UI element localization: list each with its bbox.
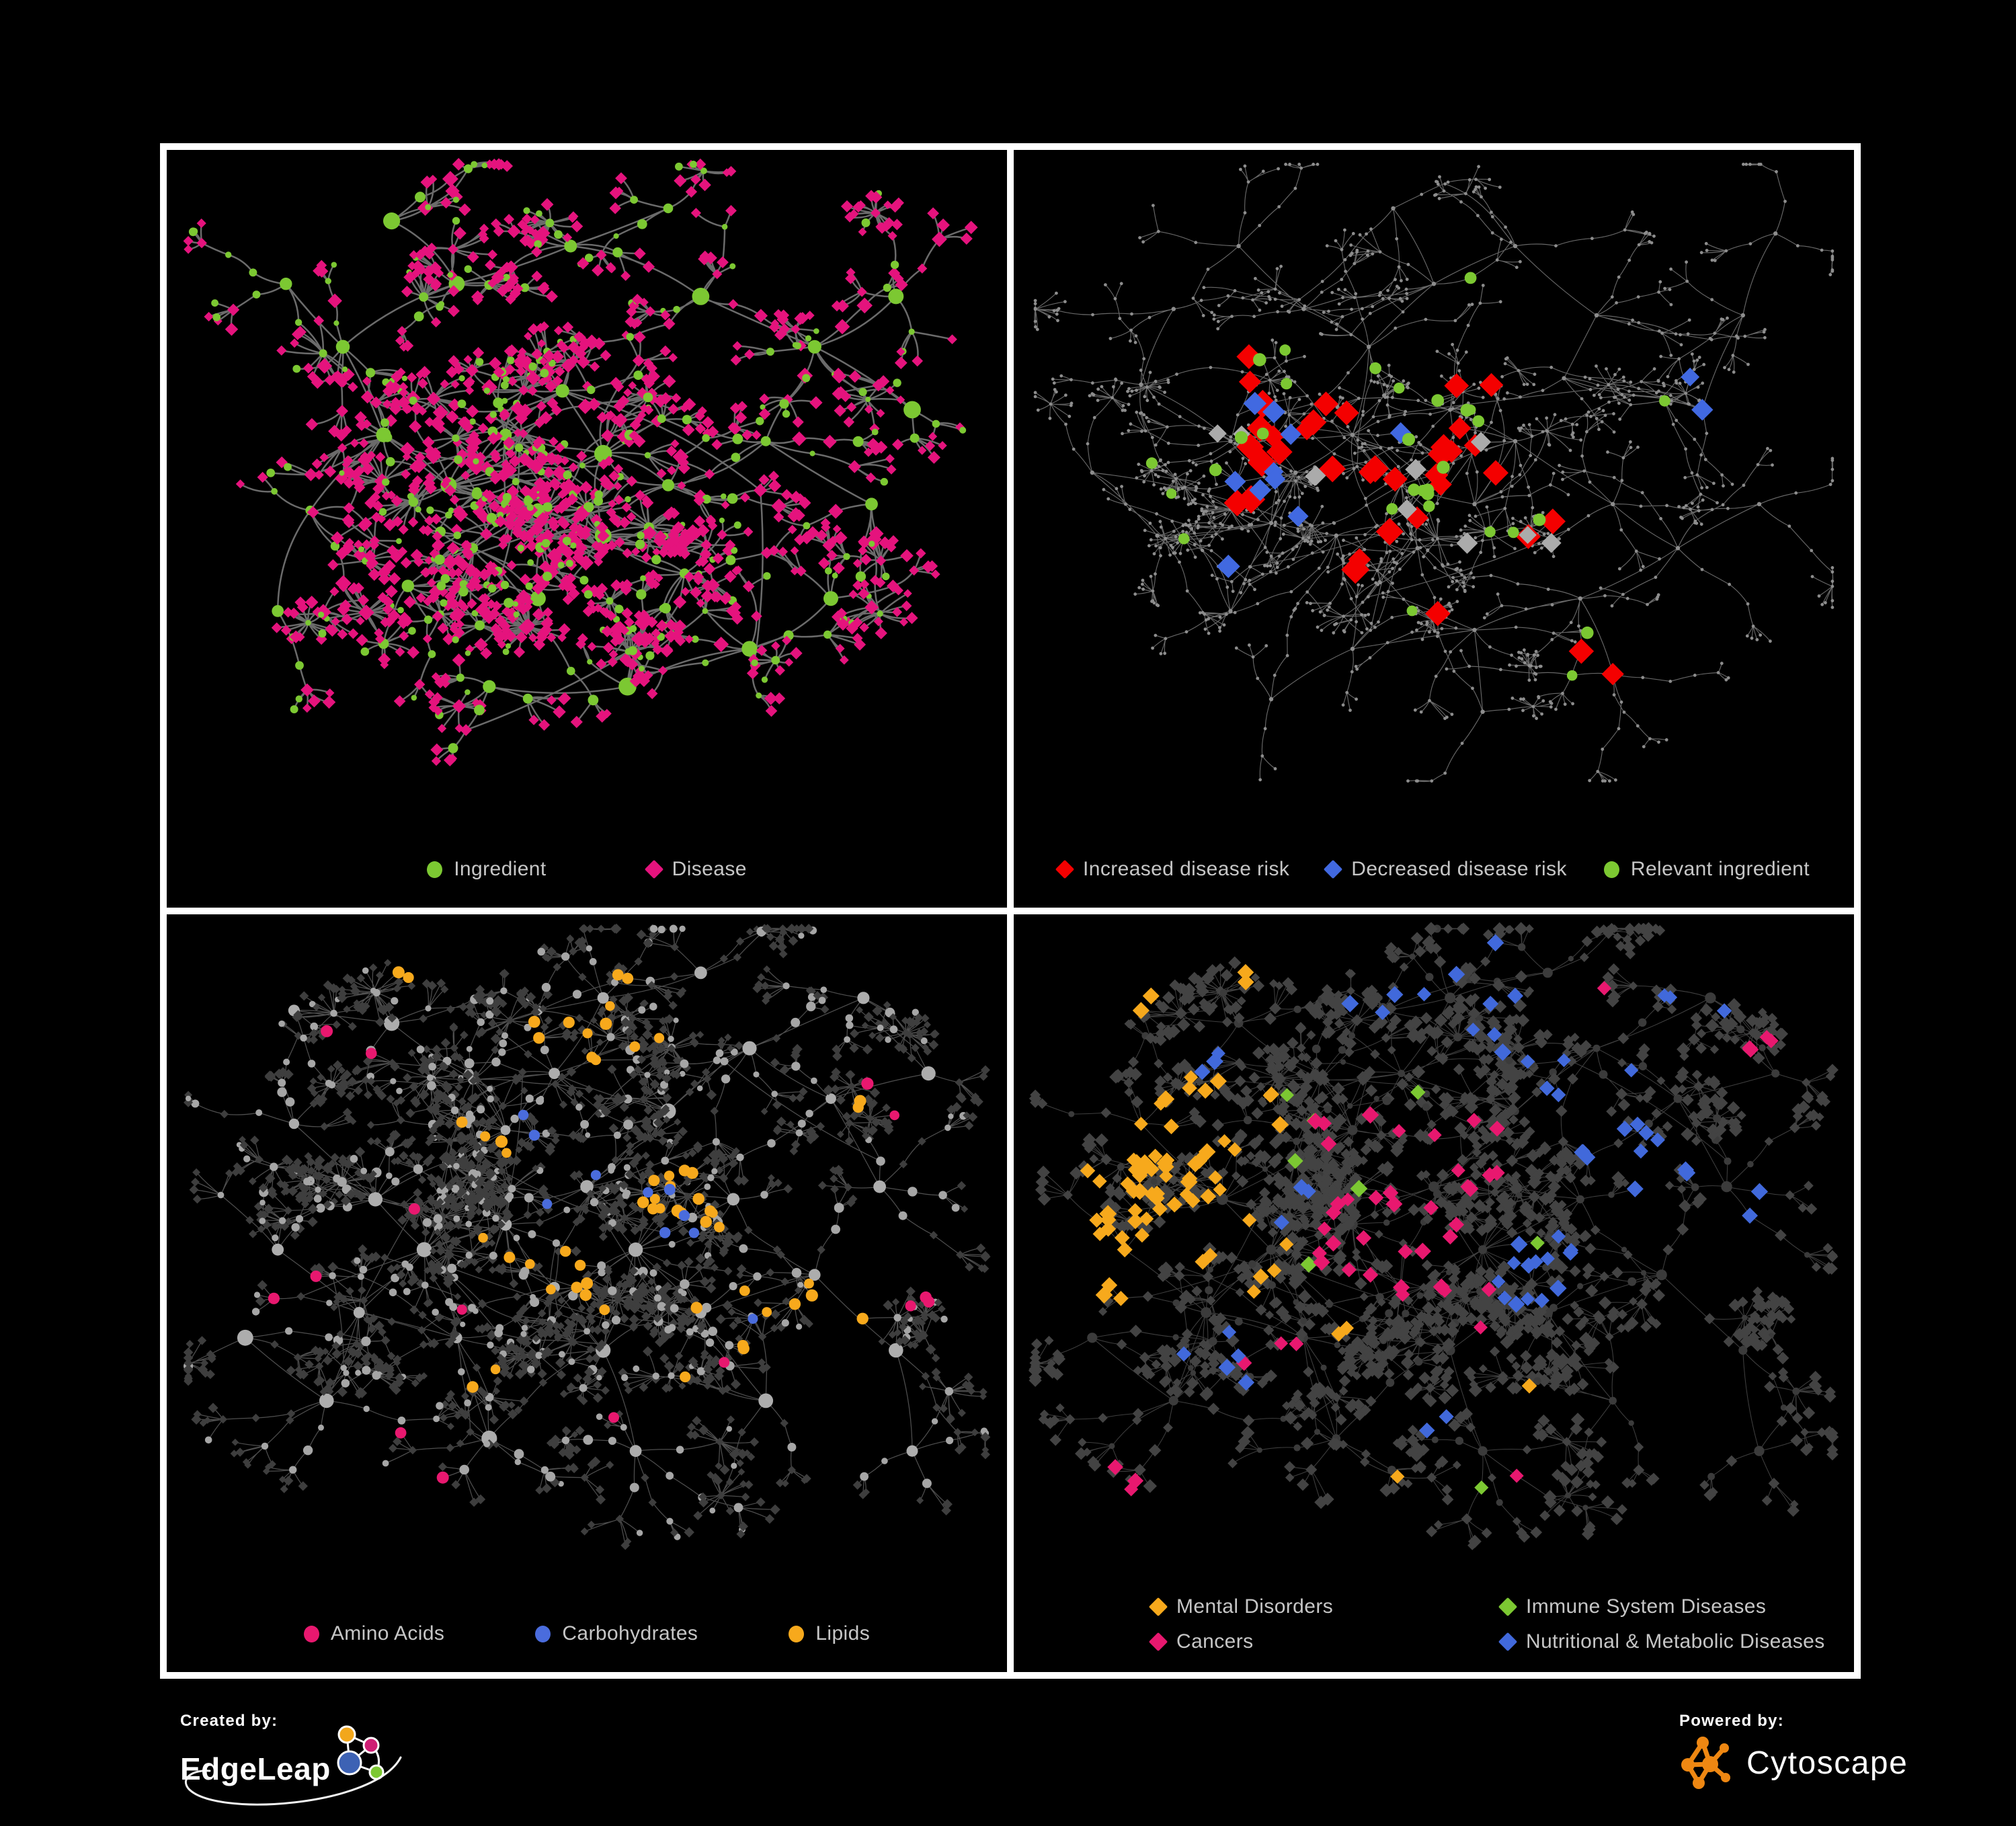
legend-label: Increased disease risk xyxy=(1083,858,1290,880)
panel-ingredient-classes: Amino Acids Carbohydrates Lipids xyxy=(167,914,1007,1672)
legend-item: Ingredient xyxy=(427,858,546,881)
legend-label: Amino Acids xyxy=(330,1622,445,1644)
legend-item: Carbohydrates xyxy=(535,1622,698,1645)
cancers-marker-icon xyxy=(1148,1632,1168,1652)
ingredient-marker-icon xyxy=(427,861,443,878)
legend-label: Decreased disease risk xyxy=(1351,858,1567,880)
legend-label: Lipids xyxy=(815,1622,871,1644)
relevant-ingredient-marker-icon xyxy=(1603,861,1619,878)
mental-disorders-marker-icon xyxy=(1148,1597,1168,1617)
network-ingredient-disease[interactable] xyxy=(167,150,1007,908)
legend-item: Lipids xyxy=(789,1622,870,1645)
panel-ingredient-disease: Ingredient Disease xyxy=(167,150,1007,908)
disease-marker-icon xyxy=(644,859,663,879)
legend-item: Nutritional & Metabolic Diseases xyxy=(1498,1630,1825,1653)
legend-disease-categories: Mental Disorders Immune System Diseases … xyxy=(1014,1595,1854,1653)
legend-label: Disease xyxy=(672,858,747,880)
created-by-logo[interactable]: Created by: EdgeLeap xyxy=(180,1712,583,1826)
powered-by-label: Powered by: xyxy=(1679,1712,1784,1730)
increased-risk-marker-icon xyxy=(1055,859,1075,879)
created-by-label: Created by: xyxy=(180,1712,278,1730)
edgeleap-logo-icon xyxy=(337,1725,385,1780)
legend-label: Nutritional & Metabolic Diseases xyxy=(1526,1630,1825,1653)
network-disease-risk[interactable] xyxy=(1014,150,1854,908)
legend-label: Ingredient xyxy=(454,858,547,880)
nutritional-metabolic-marker-icon xyxy=(1498,1632,1518,1652)
panel-disease-categories: Mental Disorders Immune System Diseases … xyxy=(1014,914,1854,1672)
legend-label: Relevant ingredient xyxy=(1630,858,1810,880)
legend-label: Mental Disorders xyxy=(1176,1595,1334,1618)
legend-label: Cancers xyxy=(1176,1630,1254,1653)
legend-ingredient-classes: Amino Acids Carbohydrates Lipids xyxy=(167,1622,1007,1645)
network-ingredient-classes[interactable] xyxy=(167,914,1007,1672)
legend-disease-risk: Increased disease risk Decreased disease… xyxy=(1014,858,1854,881)
powered-by-logo[interactable]: Powered by: Cytoscape xyxy=(1679,1712,2016,1826)
decreased-risk-marker-icon xyxy=(1324,859,1343,879)
cytoscape-wordmark: Cytoscape xyxy=(1746,1745,1908,1781)
cytoscape-logo-icon xyxy=(1681,1737,1730,1789)
edgeleap-wordmark: EdgeLeap xyxy=(180,1751,331,1786)
network-disease-categories[interactable] xyxy=(1014,914,1854,1672)
legend-label: Carbohydrates xyxy=(562,1622,698,1644)
panel-disease-risk: Increased disease risk Decreased disease… xyxy=(1014,150,1854,908)
panel-grid: Ingredient Disease Increased disease ris… xyxy=(160,143,1861,1679)
amino-acids-marker-icon xyxy=(303,1625,319,1642)
legend-label: Immune System Diseases xyxy=(1526,1595,1767,1618)
immune-system-diseases-marker-icon xyxy=(1498,1597,1518,1617)
legend-item: Cancers xyxy=(1148,1630,1373,1653)
legend-item: Decreased disease risk xyxy=(1324,858,1567,881)
legend-ingredient-disease: Ingredient Disease xyxy=(167,858,1007,881)
horizontal-divider xyxy=(167,908,1854,914)
legend-item: Relevant ingredient xyxy=(1603,858,1810,881)
legend-item: Immune System Diseases xyxy=(1498,1595,1825,1618)
legend-item: Mental Disorders xyxy=(1148,1595,1373,1618)
lipids-marker-icon xyxy=(789,1625,805,1642)
legend-item: Increased disease risk xyxy=(1055,858,1290,881)
legend-item: Disease xyxy=(644,858,747,881)
carbohydrates-marker-icon xyxy=(535,1625,551,1642)
legend-item: Amino Acids xyxy=(303,1622,445,1645)
